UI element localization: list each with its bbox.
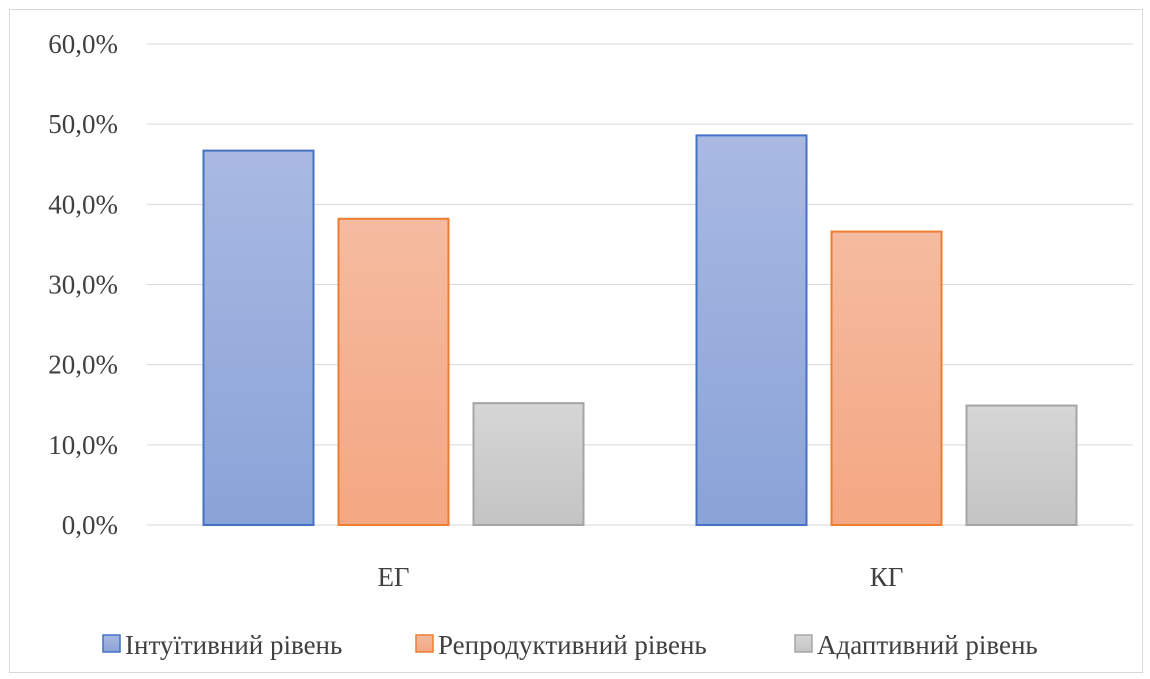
bar: [965, 404, 1078, 526]
x-category-label: КГ: [870, 562, 904, 592]
y-tick-label: 30,0%: [48, 270, 118, 300]
legend: Інтуїтивний рівень Репродуктивний рівень А…: [102, 630, 1038, 660]
legend-label: Репродуктивний рівень: [438, 630, 707, 660]
bar: [337, 217, 450, 526]
legend-swatch: [415, 634, 434, 653]
x-category-label: ЕГ: [377, 562, 409, 592]
bars: [202, 134, 1078, 526]
y-tick-label: 20,0%: [48, 350, 118, 380]
legend-label: Інтуїтивний рівень: [125, 630, 342, 660]
bar: [695, 134, 808, 526]
chart-frame: [9, 9, 1143, 673]
legend-swatch: [794, 634, 813, 653]
y-tick-label: 50,0%: [48, 109, 118, 139]
y-tick-label: 40,0%: [48, 189, 118, 219]
y-tick-label: 60,0%: [48, 29, 118, 59]
legend-swatch: [102, 634, 121, 653]
y-axis-labels: 0,0% 10,0% 20,0% 30,0% 40,0% 50,0% 60,0%: [48, 29, 118, 540]
y-tick-label: 0,0%: [62, 510, 118, 540]
bar: [202, 149, 315, 526]
legend-label: Адаптивний рівень: [817, 630, 1038, 660]
y-tick-label: 10,0%: [48, 430, 118, 460]
x-axis-labels: ЕГ КГ: [377, 562, 903, 592]
bar: [830, 230, 943, 526]
bar: [472, 402, 585, 526]
